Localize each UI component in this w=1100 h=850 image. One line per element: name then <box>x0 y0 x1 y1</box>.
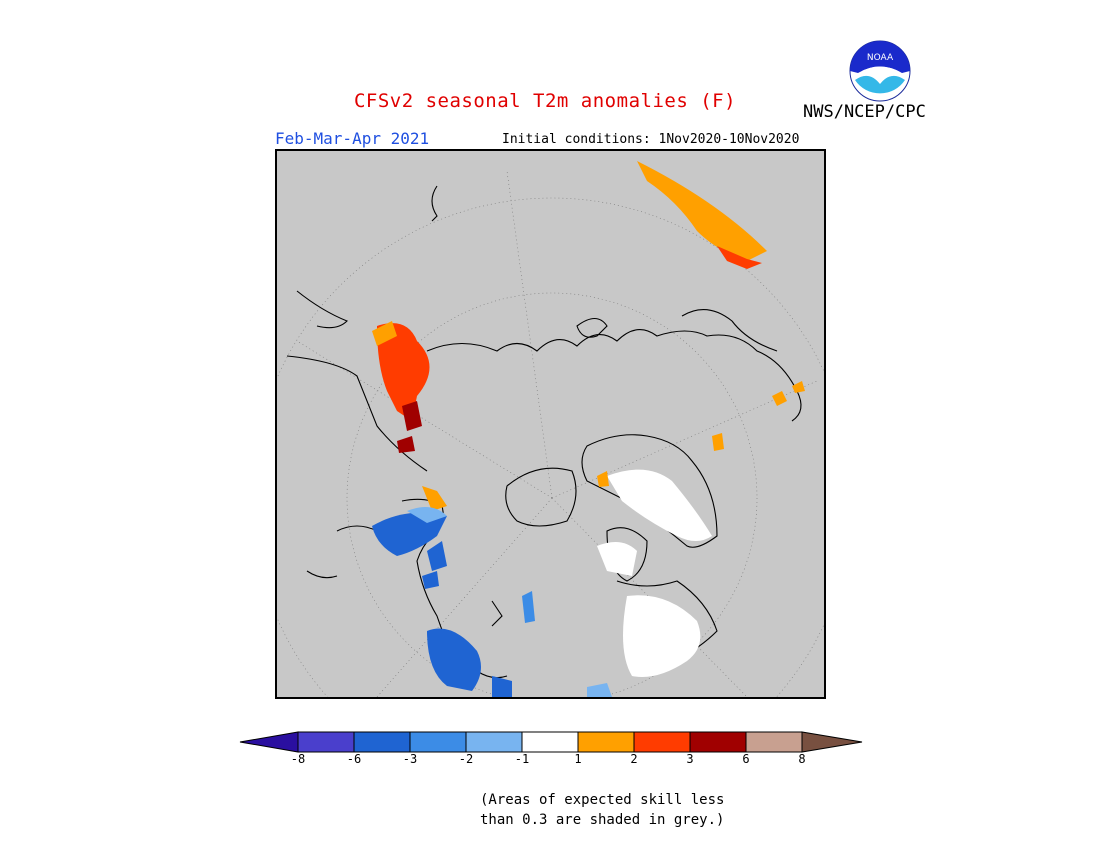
anomaly-warm-6 <box>397 436 415 453</box>
colorbar-end-high <box>801 731 863 753</box>
coastlines <box>286 185 802 679</box>
colorbar-segment <box>521 731 579 753</box>
anomaly-cold-4 <box>422 571 439 589</box>
anomaly-cold-3 <box>427 541 447 571</box>
colorbar-tick-label: 3 <box>686 752 694 766</box>
map-title: CFSv2 seasonal T2m anomalies (F) <box>353 90 737 112</box>
anomaly-neutral-2 <box>597 542 637 576</box>
anomaly-cold-2 <box>407 507 447 523</box>
agency-label: NWS/NCEP/CPC <box>803 102 926 122</box>
anomaly-warm-11 <box>792 381 805 393</box>
anomaly-cold-5 <box>522 591 535 623</box>
map-panel <box>275 149 826 699</box>
anomaly-warm-4 <box>372 321 397 346</box>
anomaly-warm-5 <box>402 401 422 431</box>
colorbar-end-low <box>239 731 299 753</box>
anomaly-neutral-1 <box>607 469 712 541</box>
anomaly-cold-6 <box>427 628 481 691</box>
anomaly-warm-7 <box>422 486 447 511</box>
colorbar-segment <box>465 731 523 753</box>
colorbar-tick-label: -2 <box>458 752 474 766</box>
season-label: Feb-Mar-Apr 2021 <box>275 129 430 148</box>
noaa-logo-text: NOAA <box>867 53 894 63</box>
anomaly-cold-7 <box>492 676 512 697</box>
anomaly-warm-8 <box>597 471 609 487</box>
initial-conditions-label: Initial conditions: 1Nov2020-10Nov2020 <box>502 132 800 147</box>
colorbar-tick-label: -1 <box>514 752 530 766</box>
colorbar-tick-label: -8 <box>290 752 306 766</box>
anomaly-warm-2 <box>717 246 762 269</box>
noaa-logo-icon: NOAA <box>849 40 911 102</box>
anomaly-warm-9 <box>712 433 724 451</box>
colorbar-segment <box>745 731 803 753</box>
colorbar <box>239 731 863 753</box>
anomaly-warm-3 <box>377 323 430 421</box>
anomaly-shading <box>372 161 805 697</box>
colorbar-segment <box>577 731 635 753</box>
anomaly-cold-8 <box>587 683 612 697</box>
colorbar-segment <box>633 731 691 753</box>
colorbar-tick-label: 8 <box>798 752 806 766</box>
colorbar-segment <box>297 731 355 753</box>
footnote-line-1: (Areas of expected skill less <box>480 792 725 808</box>
anomaly-neutral-3 <box>623 595 701 677</box>
northern-hemisphere-map-icon <box>277 161 824 697</box>
colorbar-segment <box>353 731 411 753</box>
colorbar-segment <box>689 731 747 753</box>
graticule <box>277 170 824 697</box>
colorbar-tick-label: 6 <box>742 752 750 766</box>
colorbar-tick-label: 2 <box>630 752 638 766</box>
anomaly-warm-1 <box>637 161 767 261</box>
anomaly-cold-1 <box>372 512 447 556</box>
footnote-line-2: than 0.3 are shaded in grey.) <box>480 812 725 828</box>
colorbar-tick-label: 1 <box>574 752 582 766</box>
colorbar-tick-label: -6 <box>346 752 362 766</box>
colorbar-segment <box>409 731 467 753</box>
colorbar-tick-label: -3 <box>402 752 418 766</box>
anomaly-warm-10 <box>772 391 787 406</box>
